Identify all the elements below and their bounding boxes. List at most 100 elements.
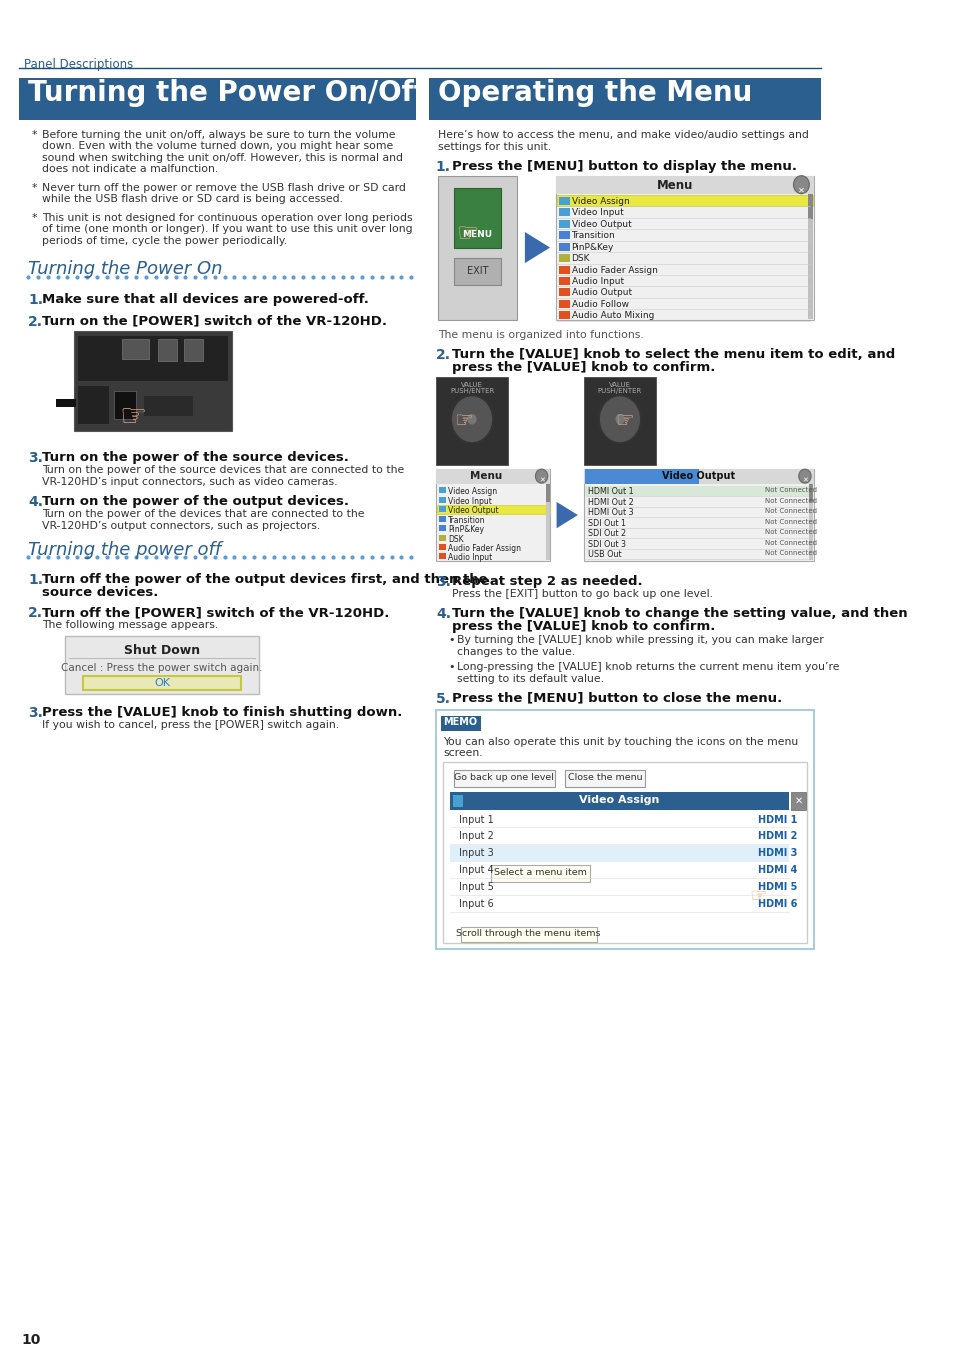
Bar xyxy=(122,339,149,359)
Text: VR-120HD’s output connectors, such as projectors.: VR-120HD’s output connectors, such as pr… xyxy=(42,521,320,531)
Text: Audio Fader Assign: Audio Fader Assign xyxy=(571,266,657,274)
Text: Make sure that all devices are powered-off.: Make sure that all devices are powered-o… xyxy=(42,293,369,306)
Text: Press the [VALUE] knob to finish shutting down.: Press the [VALUE] knob to finish shuttin… xyxy=(42,706,402,720)
Text: •: • xyxy=(448,634,455,645)
Text: ✕: ✕ xyxy=(794,795,802,806)
Text: Here’s how to access the menu, and make video/audio settings and: Here’s how to access the menu, and make … xyxy=(437,130,808,140)
Bar xyxy=(438,544,446,549)
Text: USB Out: USB Out xyxy=(588,549,621,559)
Text: ☞: ☞ xyxy=(454,412,473,431)
Circle shape xyxy=(793,176,808,193)
Text: Audio Input: Audio Input xyxy=(571,277,623,286)
Text: Not Connected: Not Connected xyxy=(764,498,817,504)
Text: Before turning the unit on/off, always be sure to turn the volume: Before turning the unit on/off, always b… xyxy=(42,130,395,140)
Bar xyxy=(808,485,812,502)
Text: Turn the [VALUE] knob to change the setting value, and then: Turn the [VALUE] knob to change the sett… xyxy=(452,608,906,620)
Text: The menu is organized into functions.: The menu is organized into functions. xyxy=(437,331,642,340)
Circle shape xyxy=(535,470,547,483)
Text: press the [VALUE] knob to confirm.: press the [VALUE] knob to confirm. xyxy=(452,620,715,633)
Text: Audio Fader Assign: Audio Fader Assign xyxy=(448,544,520,554)
Bar xyxy=(558,220,569,228)
Text: HDMI 3: HDMI 3 xyxy=(758,848,797,859)
Bar xyxy=(558,197,569,205)
Bar xyxy=(558,243,569,251)
Text: Video Assign: Video Assign xyxy=(571,197,629,205)
Bar xyxy=(583,377,656,466)
Text: You can also operate this unit by touching the icons on the menu: You can also operate this unit by touchi… xyxy=(442,737,798,747)
Text: DSK: DSK xyxy=(448,535,463,544)
Bar xyxy=(545,485,549,560)
Text: 1.: 1. xyxy=(29,574,43,587)
Bar xyxy=(83,676,241,690)
Polygon shape xyxy=(524,232,550,263)
Text: 3.: 3. xyxy=(436,575,451,589)
Text: HDMI 2: HDMI 2 xyxy=(758,832,797,841)
Text: Turn the [VALUE] knob to select the menu item to edit, and: Turn the [VALUE] knob to select the menu… xyxy=(452,348,894,362)
Text: Scroll through the menu items: Scroll through the menu items xyxy=(456,929,600,938)
Text: Turn on the power of the output devices.: Turn on the power of the output devices. xyxy=(42,494,349,508)
Text: Not Connected: Not Connected xyxy=(764,540,817,545)
Text: settings for this unit.: settings for this unit. xyxy=(437,142,550,151)
Text: Go back up one level: Go back up one level xyxy=(454,772,553,782)
Text: sound when switching the unit on/off. However, this is normal and: sound when switching the unit on/off. Ho… xyxy=(42,153,403,163)
Text: Turning the Power On/Off: Turning the Power On/Off xyxy=(29,78,426,107)
Text: The following message appears.: The following message appears. xyxy=(42,621,218,630)
Bar xyxy=(453,769,555,787)
Bar xyxy=(450,845,788,861)
Text: SDI Out 1: SDI Out 1 xyxy=(588,518,625,528)
Text: 1.: 1. xyxy=(436,159,451,174)
Text: setting to its default value.: setting to its default value. xyxy=(456,674,603,684)
Text: This unit is not designed for continuous operation over long periods: This unit is not designed for continuous… xyxy=(42,212,413,223)
Text: HDMI Out 2: HDMI Out 2 xyxy=(588,498,634,506)
Text: Video Input: Video Input xyxy=(448,497,492,506)
Bar xyxy=(450,791,788,810)
Bar xyxy=(184,339,203,360)
Text: Panel Descriptions: Panel Descriptions xyxy=(24,58,132,72)
Bar xyxy=(555,176,813,320)
Text: 1.: 1. xyxy=(29,293,43,306)
Text: 2.: 2. xyxy=(436,348,451,362)
Text: ✕: ✕ xyxy=(797,186,804,194)
Text: HDMI 6: HDMI 6 xyxy=(758,899,797,910)
Text: 2.: 2. xyxy=(29,315,43,329)
Text: SDI Out 3: SDI Out 3 xyxy=(588,540,625,548)
Bar xyxy=(807,193,812,219)
Text: Menu: Menu xyxy=(470,471,501,481)
Text: 10: 10 xyxy=(21,1332,40,1346)
Text: PinP&Key: PinP&Key xyxy=(571,243,614,251)
Bar xyxy=(491,865,589,883)
Text: source devices.: source devices. xyxy=(42,586,158,599)
Text: 4.: 4. xyxy=(436,608,451,621)
Bar xyxy=(436,470,550,485)
Text: Input 4: Input 4 xyxy=(458,865,493,875)
Text: 2.: 2. xyxy=(29,606,43,621)
Text: Transition: Transition xyxy=(571,231,615,240)
Bar xyxy=(113,390,135,418)
Text: Video Input: Video Input xyxy=(571,208,622,217)
Bar xyxy=(558,289,569,297)
Bar xyxy=(442,761,806,944)
Bar xyxy=(556,194,812,207)
Bar xyxy=(436,470,550,562)
Text: Input 2: Input 2 xyxy=(458,832,494,841)
Text: •: • xyxy=(448,662,455,672)
Text: EXIT: EXIT xyxy=(466,266,488,275)
Text: while the USB flash drive or SD card is being accessed.: while the USB flash drive or SD card is … xyxy=(42,194,343,204)
Bar xyxy=(558,266,569,274)
Bar xyxy=(583,470,813,562)
Bar xyxy=(429,78,820,120)
Bar xyxy=(565,769,644,787)
Text: PUSH/ENTER: PUSH/ENTER xyxy=(450,389,494,394)
Text: Menu: Menu xyxy=(657,178,693,192)
Bar xyxy=(438,525,446,531)
Text: VR-120HD’s input connectors, such as video cameras.: VR-120HD’s input connectors, such as vid… xyxy=(42,477,337,486)
Bar xyxy=(584,470,699,485)
Bar xyxy=(450,829,788,845)
Bar xyxy=(19,78,416,120)
Text: periods of time, cycle the power periodically.: periods of time, cycle the power periodi… xyxy=(42,235,287,246)
Bar xyxy=(558,300,569,308)
Bar xyxy=(157,339,177,360)
Bar xyxy=(438,516,446,521)
Text: MEMO: MEMO xyxy=(443,717,477,726)
Text: Never turn off the power or remove the USB flash drive or SD card: Never turn off the power or remove the U… xyxy=(42,182,406,193)
